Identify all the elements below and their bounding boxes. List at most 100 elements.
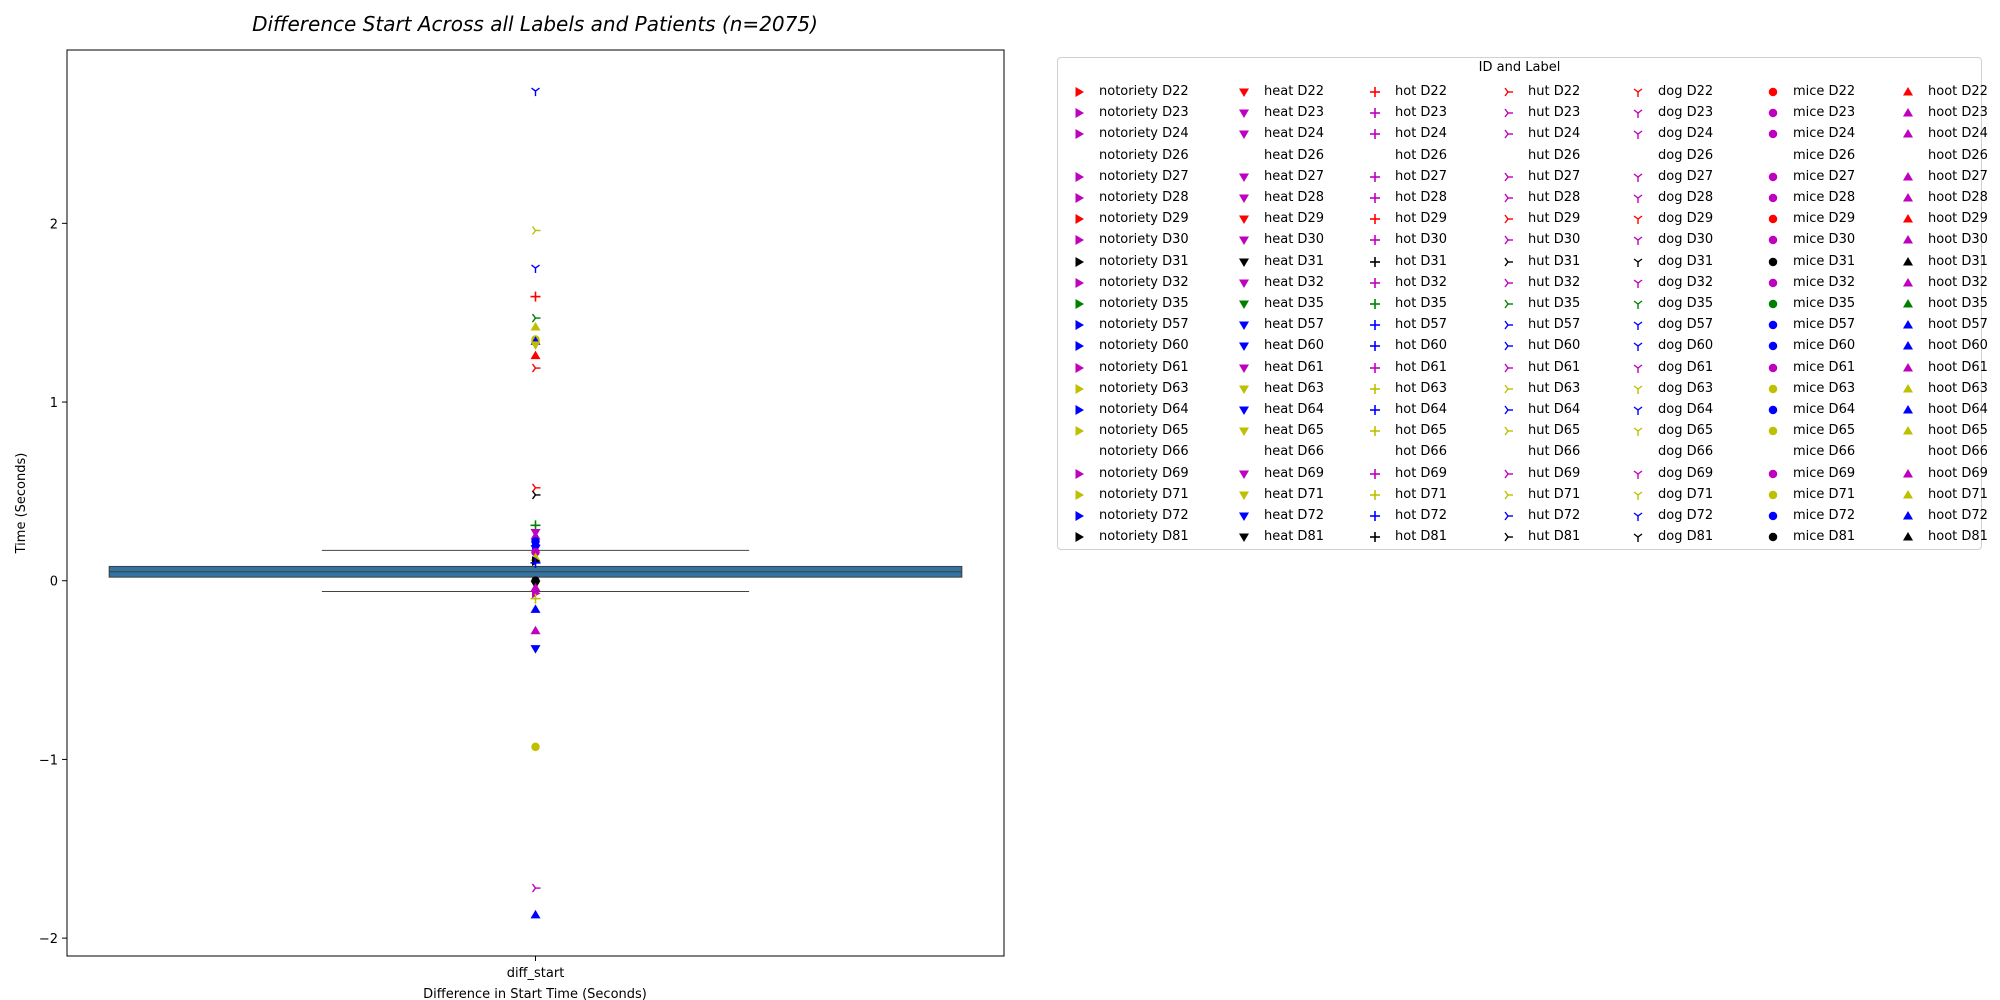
legend-label: hot D24 [1395,126,1447,142]
legend-marker [1365,442,1385,462]
legend-marker [1370,405,1380,415]
y-tick-label: 0 [50,575,58,590]
legend-marker [1075,277,1084,288]
legend-label: hoot D32 [1928,274,1988,290]
legend-marker [1239,88,1249,97]
legend-marker [1633,321,1643,331]
legend-marker [1239,173,1249,182]
legend-label: hut D35 [1528,296,1581,311]
legend-label: hot D71 [1395,486,1447,502]
legend-label: dog D26 [1658,147,1714,163]
legend-label: hot D22 [1395,84,1447,99]
legend-marker [1075,214,1084,225]
legend-label: hoot D66 [1928,444,1988,460]
legend-label: dog D66 [1658,444,1714,460]
legend-marker [1633,215,1643,225]
legend-label: hoot D23 [1928,105,1988,121]
chart-title: Difference Start Across all Labels and P… [252,12,818,36]
legend-label: heat D57 [1264,317,1324,333]
legend-label: hoot D30 [1928,232,1988,248]
data-point [530,604,541,613]
legend-label: hoot D26 [1928,147,1988,163]
legend-label: heat D64 [1264,402,1324,417]
legend-label: hoot D69 [1928,465,1988,481]
legend-marker [1370,277,1380,288]
legend-label: hot D66 [1395,444,1447,460]
data-point [530,350,541,360]
legend-marker [1239,109,1249,119]
legend-marker [1239,130,1249,140]
legend-marker [1498,442,1518,462]
data-point [530,291,541,302]
data-point [530,909,541,919]
legend-label: mice D29 [1793,211,1856,227]
legend-marker [1370,320,1380,331]
legend-marker [1370,362,1380,373]
legend-marker [1370,235,1380,246]
legend-label: dog D64 [1658,402,1714,417]
legend-marker [1903,108,1913,117]
legend-label: notoriety D24 [1099,126,1189,142]
legend-marker [1903,320,1913,329]
legend-label: hot D60 [1395,338,1447,354]
legend-label: hot D26 [1395,147,1447,163]
y-tick-label: −2 [39,932,58,947]
data-point [530,593,541,604]
legend-label: notoriety D29 [1099,211,1189,227]
legend-label: hot D57 [1395,317,1447,333]
legend-label: mice D60 [1793,338,1856,354]
legend-label: hoot D60 [1928,338,1988,354]
legend-marker [1075,320,1084,331]
legend-marker [1903,214,1913,223]
legend-label: heat D29 [1264,211,1324,227]
legend-marker [1633,109,1643,119]
legend-label: notoriety D72 [1099,508,1189,523]
legend-marker [1370,511,1380,521]
legend-marker [1239,194,1249,203]
legend-marker [1370,87,1380,97]
legend-marker [1768,405,1778,415]
legend-marker [1075,532,1084,543]
legend-marker [1903,87,1913,96]
plot-area [66,49,1005,957]
legend-marker [1239,406,1249,415]
legend-marker [1633,364,1643,373]
legend-marker [1768,172,1778,182]
legend-marker [1768,384,1778,394]
legend-marker [1633,130,1643,140]
legend-label: dog D71 [1658,486,1714,502]
legend-label: hut D72 [1528,508,1581,523]
legend-label: hut D65 [1528,423,1581,439]
legend-label: hut D60 [1528,338,1581,354]
legend-marker [1898,146,1918,166]
legend-label: hot D29 [1395,211,1447,227]
legend-label: mice D26 [1793,147,1856,163]
legend-label: hoot D28 [1928,190,1988,205]
legend-label: heat D35 [1264,296,1324,311]
legend-label: notoriety D66 [1099,444,1189,460]
legend-label: mice D72 [1793,508,1856,523]
legend-label: hot D63 [1395,380,1447,396]
legend-marker [1504,214,1513,224]
legend-marker [1234,442,1254,462]
legend-label: notoriety D64 [1099,402,1189,417]
legend-marker [1633,491,1643,500]
legend-marker [1075,193,1084,203]
legend-label: hut D66 [1528,444,1581,460]
legend-label: mice D31 [1793,253,1856,269]
legend-label: heat D60 [1264,338,1324,354]
legend-label: hut D69 [1528,465,1581,481]
legend-label: hoot D35 [1928,296,1988,311]
legend-label: hut D61 [1528,359,1581,375]
legend-marker [1365,146,1385,166]
legend-marker [1370,193,1380,203]
legend-label: mice D57 [1793,317,1856,333]
legend-marker [1633,88,1643,97]
legend-marker [1370,214,1380,225]
legend-marker [1239,258,1249,267]
legend-marker [1370,108,1380,119]
legend-marker [1075,426,1084,437]
legend-marker [1903,129,1913,138]
legend-marker [1075,489,1084,500]
